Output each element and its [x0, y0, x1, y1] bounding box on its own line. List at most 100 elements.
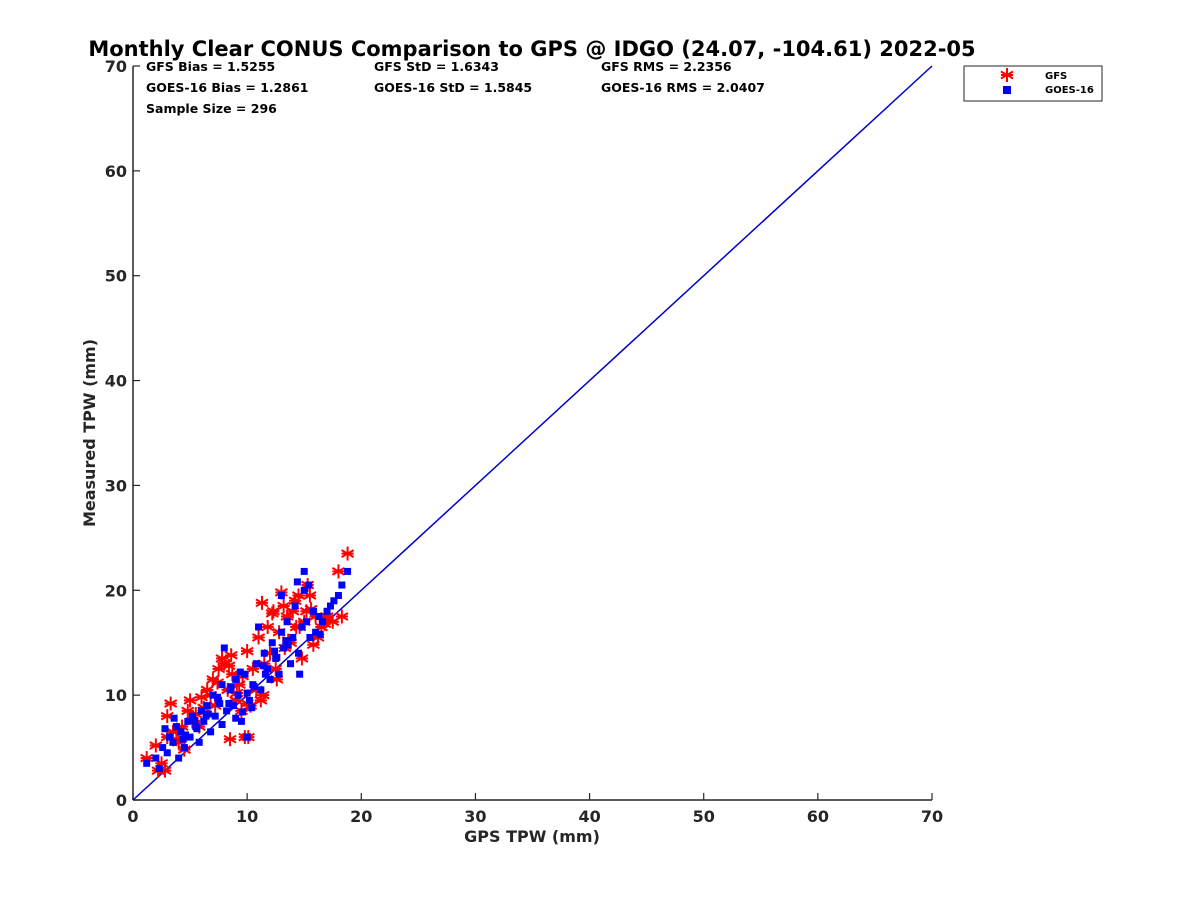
goes16-point — [155, 765, 163, 773]
goes16-point — [159, 744, 167, 752]
goes16-point — [169, 738, 177, 746]
goes16-point — [200, 717, 208, 725]
goes16-point — [248, 704, 256, 712]
chart-title: Monthly Clear CONUS Comparison to GPS @ … — [88, 37, 975, 61]
goes16-point — [209, 691, 217, 699]
x-tick-label: 70 — [921, 807, 943, 826]
y-tick-label: 20 — [105, 581, 127, 600]
y-tick-label: 40 — [105, 372, 127, 391]
goes16-point — [195, 738, 203, 746]
sample-size-text: Sample Size = 296 — [146, 101, 277, 116]
gfs-point — [331, 564, 346, 579]
goes16-point — [300, 567, 308, 575]
goes16-point — [197, 707, 205, 715]
goes16-point — [225, 700, 233, 708]
goes16-point — [334, 592, 342, 600]
gfs-bias-text: GFS Bias = 1.5255 — [146, 59, 275, 74]
y-tick-label: 70 — [105, 57, 127, 76]
legend-gfs-label: GFS — [1045, 71, 1067, 82]
goes16-point — [220, 644, 228, 652]
goes16-point — [289, 633, 297, 641]
gfs-point — [335, 609, 349, 624]
goes16-point — [186, 733, 194, 741]
goes16-point — [255, 623, 263, 631]
gfs-point — [183, 693, 197, 708]
goes16-point — [152, 754, 160, 762]
goes16-point — [330, 597, 338, 605]
goes16-point — [344, 567, 352, 575]
goes16-point — [207, 728, 215, 736]
goes16-point — [180, 744, 188, 752]
goes16-series — [143, 567, 352, 773]
goes16-point — [318, 618, 326, 626]
goes16-point — [268, 639, 276, 647]
goes16-point — [227, 683, 235, 691]
x-tick-label: 10 — [236, 807, 258, 826]
goes16-point — [283, 618, 291, 626]
gfs-point — [265, 606, 279, 621]
goes16-point — [163, 749, 171, 757]
goes16-point — [218, 681, 226, 689]
goes16-point — [296, 670, 304, 678]
x-tick-label: 50 — [693, 807, 715, 826]
goes16-point — [245, 696, 253, 704]
goes16-point — [161, 725, 169, 733]
goes16-point — [323, 607, 331, 615]
goes16-point — [170, 714, 178, 722]
goes16-point — [280, 644, 288, 652]
x-tick-label: 40 — [578, 807, 600, 826]
goes16-point — [277, 628, 285, 636]
goes16-point — [243, 733, 251, 741]
x-tick-label: 30 — [464, 807, 486, 826]
goes16-point — [175, 754, 183, 762]
goes16-point — [229, 702, 237, 710]
gfs-std-text: GFS StD = 1.6343 — [374, 59, 499, 74]
goes16-point — [223, 707, 231, 715]
legend-gfs-marker — [1000, 68, 1014, 82]
goes16-point — [257, 686, 265, 694]
x-tick-label: 0 — [127, 807, 138, 826]
legend-goes16-marker — [1003, 86, 1011, 94]
gfs-point — [222, 658, 236, 673]
goes16-point — [312, 628, 320, 636]
goes16-point — [291, 602, 299, 610]
goes16-point — [326, 602, 334, 610]
goes16-point — [203, 702, 211, 710]
goes16-point — [309, 607, 317, 615]
tick-marks — [132, 65, 933, 801]
gfs-point — [240, 644, 254, 659]
goes16-point — [218, 721, 226, 729]
gfs-point — [277, 599, 291, 614]
goes16-point — [211, 712, 219, 720]
goes16-rms-text: GOES-16 RMS = 2.0407 — [601, 80, 765, 95]
goes16-point — [243, 689, 251, 697]
goes16-point — [216, 700, 224, 708]
goes16-bias-text: GOES-16 Bias = 1.2861 — [146, 80, 308, 95]
legend: GFS GOES-16 — [963, 65, 1103, 102]
goes16-point — [338, 581, 346, 589]
y-tick-label: 10 — [105, 686, 127, 705]
goes16-point — [239, 708, 247, 716]
goes16-point — [273, 653, 281, 661]
gfs-point — [341, 546, 355, 561]
goes16-point — [191, 716, 199, 724]
legend-box — [963, 65, 1103, 102]
goes16-point — [306, 633, 314, 641]
gfs-point — [224, 648, 238, 663]
goes16-point — [232, 675, 240, 683]
goes16-point — [305, 581, 313, 589]
x-tick-label: 20 — [350, 807, 372, 826]
goes16-point — [302, 618, 310, 626]
goes16-point — [213, 693, 221, 701]
goes16-point — [287, 660, 295, 668]
goes16-point — [182, 731, 190, 739]
tick-labels: 0 10 20 30 40 50 60 70 0 10 20 30 40 50 60 70 — [105, 57, 943, 826]
goes16-point — [166, 733, 174, 741]
y-axis-label: Measured TPW (mm) — [80, 339, 99, 527]
gfs-point — [251, 630, 266, 645]
x-tick-label: 60 — [807, 807, 829, 826]
goes16-point — [177, 728, 185, 736]
goes16-point — [179, 735, 187, 743]
